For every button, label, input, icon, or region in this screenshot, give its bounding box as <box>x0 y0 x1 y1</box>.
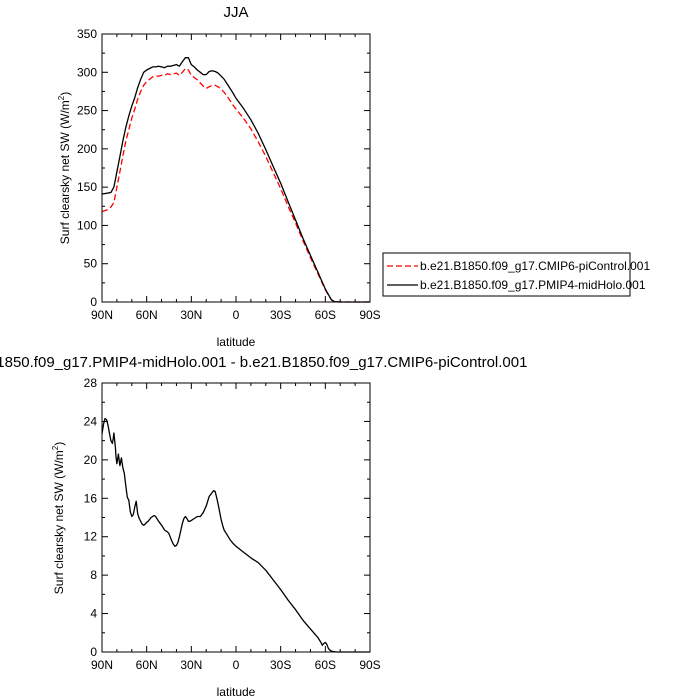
bottom-series-line-0 <box>101 417 370 653</box>
bottom-y-tick-label: 0 <box>90 645 97 659</box>
legend: b.e21.B1850.f09_g17.CMIP6-piControl.001 … <box>382 252 650 297</box>
top-y-axis-label: Surf clearsky net SW (W/m2) <box>57 92 72 244</box>
bottom-x-tick-label: 0 <box>233 658 240 672</box>
bottom-y-tick-label: 12 <box>84 530 98 544</box>
legend-label-midholo: b.e21.B1850.f09_g17.PMIP4-midHolo.001 <box>420 278 646 292</box>
bottom-axis-ticks: 90N 60N 30N 0 30S 60S 90S 0 4 8 12 16 20 24 28 <box>84 376 381 672</box>
bottom-x-tick-label: 30N <box>180 658 202 672</box>
bottom-y-tick-label: 16 <box>84 491 98 505</box>
top-x-tick-label: 60N <box>136 308 158 322</box>
bottom-series-lines <box>101 417 370 653</box>
bottom-y-tick-label: 24 <box>84 414 98 428</box>
legend-box <box>382 252 631 297</box>
top-y-tick-label: 350 <box>77 27 97 41</box>
legend-label-picontrol: b.e21.B1850.f09_g17.CMIP6-piControl.001 <box>420 259 650 273</box>
top-y-tick-label: 0 <box>90 295 97 309</box>
bottom-y-tick-label: 20 <box>84 453 98 467</box>
top-plot-frame <box>101 33 371 303</box>
top-x-tick-label: 30S <box>270 308 291 322</box>
bottom-y-tick-label: 28 <box>84 376 98 390</box>
bottom-x-tick-label: 60S <box>315 658 336 672</box>
bottom-x-tick-label: 90S <box>359 658 380 672</box>
top-x-tick-label: 90S <box>359 308 380 322</box>
top-x-tick-label: 0 <box>233 308 240 322</box>
top-panel: JJA latitude Surf clearsky net SW (W/m2)… <box>57 4 381 349</box>
top-axis-ticks: 90N 60N 30N 0 30S 60S 90S 0 50 100 150 200 250 300 350 <box>77 27 381 322</box>
bottom-panel: b.e21.B1850.f09_g17.PMIP4-midHolo.001 - … <box>0 354 527 699</box>
bottom-y-axis-label: Surf clearsky net SW (W/m2) <box>51 442 66 594</box>
top-chart-title: JJA <box>223 4 248 21</box>
bottom-x-tick-label: 60N <box>136 658 158 672</box>
top-y-tick-label: 250 <box>77 104 97 118</box>
top-y-tick-label: 100 <box>77 218 97 232</box>
bottom-x-tick-label: 30S <box>270 658 291 672</box>
top-series-line-1 <box>101 57 370 303</box>
bottom-x-tick-label: 90N <box>91 658 113 672</box>
top-x-axis-label: latitude <box>217 335 256 349</box>
top-x-tick-label: 60S <box>315 308 336 322</box>
top-y-tick-label: 50 <box>84 257 98 271</box>
top-x-tick-label: 30N <box>180 308 202 322</box>
top-y-tick-label: 300 <box>77 65 97 79</box>
top-series-line-0 <box>101 67 370 303</box>
bottom-plot-frame <box>101 382 371 653</box>
top-series-lines <box>101 57 370 303</box>
bottom-chart-title: b.e21.B1850.f09_g17.PMIP4-midHolo.001 - … <box>0 354 527 371</box>
bottom-x-axis-label: latitude <box>217 685 256 699</box>
top-y-tick-label: 200 <box>77 142 97 156</box>
bottom-y-tick-label: 8 <box>90 568 97 582</box>
top-y-tick-label: 150 <box>77 180 97 194</box>
top-x-tick-label: 90N <box>91 308 113 322</box>
bottom-y-tick-label: 4 <box>90 607 97 621</box>
